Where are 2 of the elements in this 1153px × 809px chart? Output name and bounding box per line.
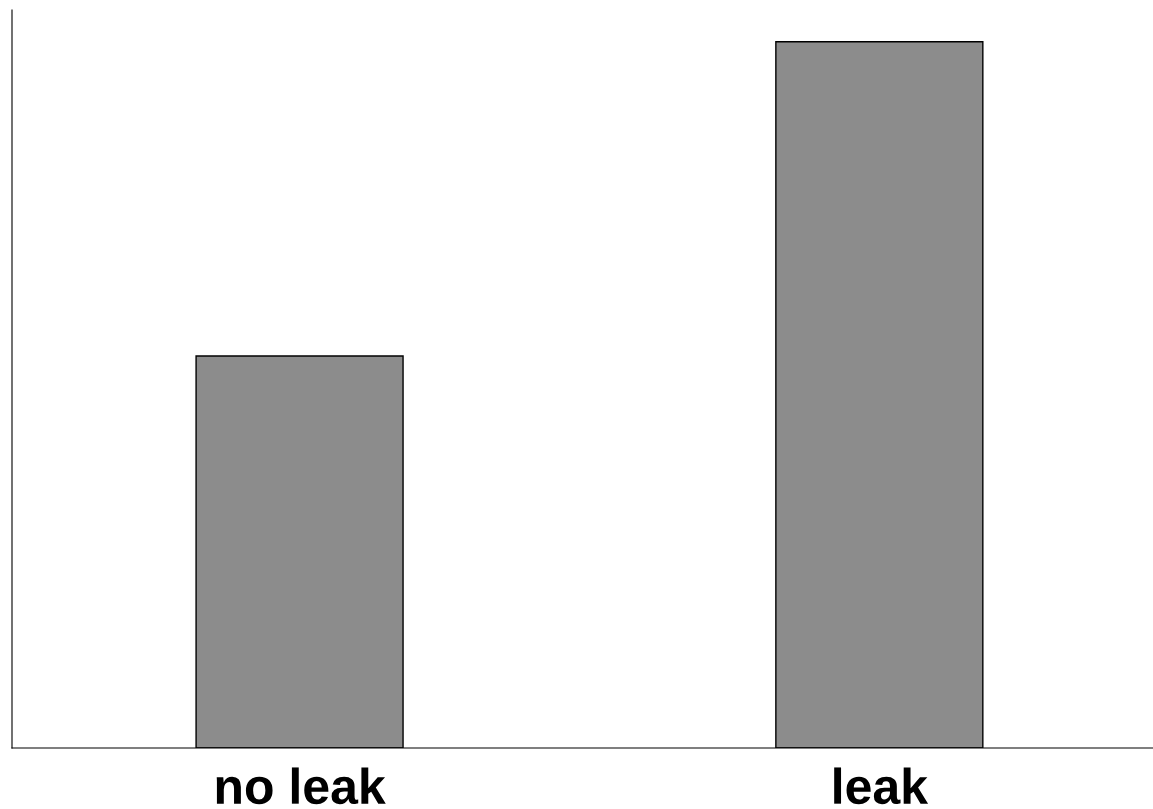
x-tick-label: no leak bbox=[216, 767, 386, 805]
x-tick-label: leak bbox=[834, 767, 929, 805]
